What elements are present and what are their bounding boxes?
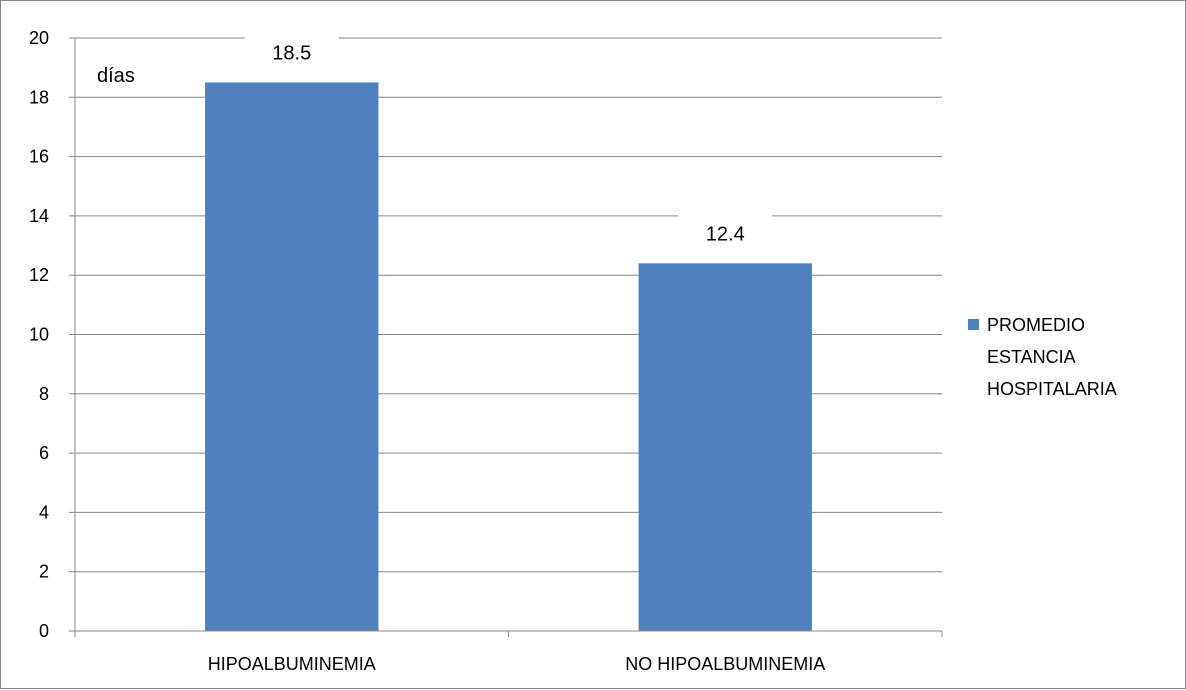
y-tick-label: 0 [39,621,49,641]
legend-swatch [968,319,979,330]
bar [638,263,812,631]
bars [205,82,812,632]
x-category-label: HIPOALBUMINEMIA [208,654,376,674]
y-tick-label: 20 [29,28,49,48]
y-tick-label: 12 [29,265,49,285]
axes [69,37,943,637]
y-tick-label: 16 [29,147,49,167]
y-tick-label: 18 [29,87,49,107]
labels: 0 2 4 6 8 10 12 14 16 18 20 18.5 HIPOALBUMINEMIA 12.4… [29,28,825,674]
data-label-background [244,32,339,73]
data-label: 12.4 [706,223,745,245]
y-tick-label: 4 [39,502,49,522]
bar [205,82,379,632]
y-tick-label: 14 [29,206,49,226]
y-tick-label: 10 [29,325,49,345]
data-label-background [678,213,773,254]
legend-line-2: ESTANCIA [987,347,1076,367]
y-tick-label: 6 [39,443,49,463]
x-category-label: NO HIPOALBUMINEMIA [625,654,825,674]
legend: PROMEDIO ESTANCIA HOSPITALARIA [968,315,1117,399]
legend-line-3: HOSPITALARIA [987,379,1117,399]
y-tick-label: 8 [39,384,49,404]
data-label: 18.5 [272,42,311,64]
y-tick-label: 2 [39,562,49,582]
legend-line-1: PROMEDIO [987,315,1085,335]
y-axis-unit-label-background [91,61,141,91]
y-axis-unit-label: días [97,65,135,87]
